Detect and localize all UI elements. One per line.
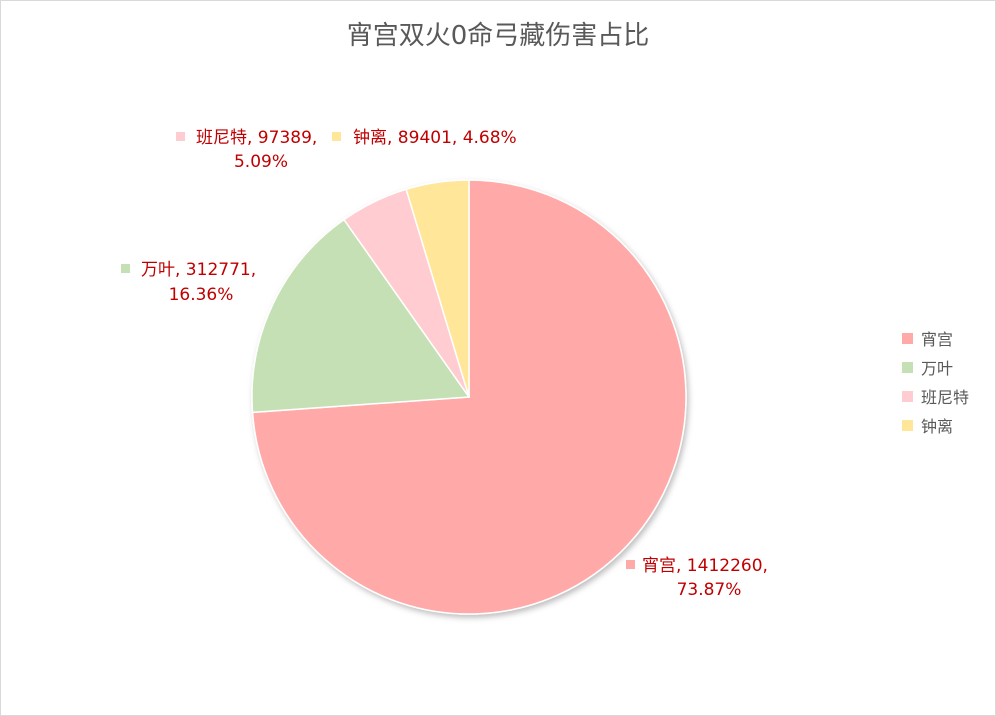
- data-label-text: 钟离, 89401, 4.68%: [353, 128, 517, 148]
- data-label-text: 5.09%: [234, 152, 288, 172]
- legend-label: 万叶: [921, 359, 953, 378]
- data-label-wanye: 万叶, 312771, 16.36%: [121, 260, 256, 305]
- legend-item-zhongli: 钟离: [902, 417, 953, 436]
- legend-label: 宵宫: [921, 330, 953, 349]
- legend-item-bannite: 班尼特: [902, 388, 969, 407]
- chart-title: 宵宫双火0命弓藏伤害占比: [346, 21, 650, 51]
- legend-swatch: [902, 391, 913, 402]
- legend-swatch: [902, 333, 913, 344]
- data-label-marker: [176, 132, 185, 141]
- legend-item-xiaogong: 宵宫: [902, 330, 953, 349]
- legend-label: 钟离: [921, 417, 953, 436]
- data-label-text: 宵宫, 1412260,: [642, 556, 768, 576]
- pie-slice-zhongli: [405, 179, 470, 398]
- legend-label: 班尼特: [921, 388, 969, 407]
- legend-swatch: [902, 420, 913, 431]
- data-label-marker: [332, 132, 341, 141]
- pie-slice-wanye: [251, 218, 471, 414]
- data-label-marker: [626, 560, 635, 569]
- data-label-zhongli: 钟离, 89401, 4.68%: [332, 128, 517, 148]
- data-label-text: 万叶, 312771,: [141, 260, 256, 280]
- data-label-marker: [121, 264, 130, 273]
- data-label-text: 16.36%: [169, 285, 234, 305]
- data-label-text: 班尼特, 97389,: [196, 128, 317, 148]
- data-label-bannite: 班尼特, 97389, 5.09%: [176, 128, 317, 172]
- legend-swatch: [902, 362, 913, 373]
- legend-item-wanye: 万叶: [902, 359, 953, 378]
- data-label-xiaogong: 宵宫, 1412260, 73.87%: [626, 556, 768, 600]
- data-label-text: 73.87%: [677, 580, 742, 600]
